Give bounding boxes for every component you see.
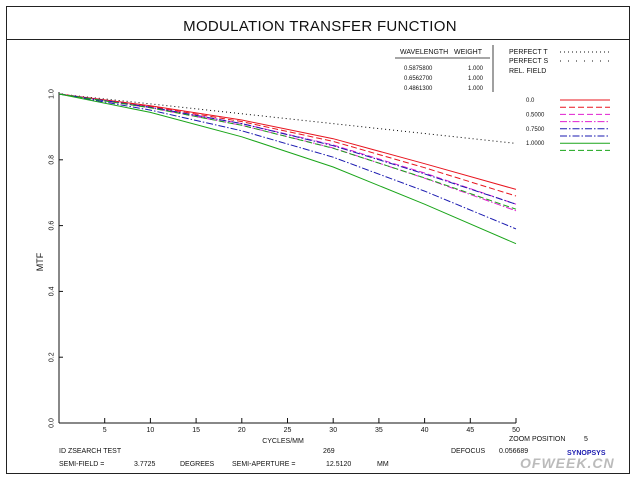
degrees-label: DEGREES — [180, 461, 215, 468]
y-tick-label-0.8: 0.8 — [49, 155, 56, 165]
search-label: ID ZSEARCH TEST — [59, 448, 122, 455]
mtf-curve-0-5000-s — [58, 93, 517, 205]
perfect-legend-label-1: PERFECT S — [509, 58, 548, 65]
semi-field-label: SEMI-FIELD = — [59, 461, 105, 468]
weight-value-2: 1.000 — [468, 86, 484, 92]
defocus-value: 0.056689 — [499, 448, 529, 455]
rel-field-label-4: 0.7500 — [526, 127, 545, 133]
rel-field-label-0: 0.0 — [526, 98, 535, 104]
mtf-curve-0-7500-t — [58, 93, 517, 230]
wavelength-value-2: 0.4861300 — [404, 86, 433, 92]
watermark: OFWEEK.CN — [520, 455, 615, 471]
x-axis-label: CYCLES/MM — [262, 438, 304, 445]
mtf-curve-0-7500-s — [58, 93, 517, 205]
mtf-curve-0-0-s — [58, 93, 517, 197]
mm-label: MM — [377, 461, 389, 468]
rel-field-label-2: 0.5000 — [526, 112, 545, 118]
y-tick-label-0.4: 0.4 — [49, 286, 56, 296]
wavelength-header: WAVELENGTH — [400, 49, 448, 56]
zoom-position-value: 5 — [584, 436, 588, 443]
rel-field-header: REL. FIELD — [509, 68, 546, 75]
semi-aperture-label: SEMI-APERTURE = — [232, 461, 296, 468]
weight-value-1: 1.000 — [468, 76, 484, 82]
legend: WAVELENGTH WEIGHT 0.5875800 1.000 0.6562700 1… — [395, 45, 612, 151]
y-tick-label-0.2: 0.2 — [49, 352, 56, 362]
perfect-legend-label-0: PERFECT T — [509, 49, 548, 56]
weight-header: WEIGHT — [454, 49, 483, 56]
y-tick-label-0.6: 0.6 — [49, 221, 56, 231]
rel-field-label-6: 1.0000 — [526, 141, 545, 147]
search-value: 269 — [323, 448, 335, 455]
wavelength-value-0: 0.5875800 — [404, 66, 433, 72]
weight-value-0: 1.000 — [468, 66, 484, 72]
title-divider — [7, 39, 629, 40]
x-tick-label-20: 20 — [238, 427, 246, 434]
x-tick-label-15: 15 — [192, 427, 200, 434]
x-tick-label-30: 30 — [329, 427, 337, 434]
y-tick-label-0.0: 0.0 — [49, 418, 56, 428]
mtf-curve-1-0000-s — [58, 93, 517, 210]
x-tick-label-45: 45 — [466, 427, 474, 434]
y-axis-label: MTF — [35, 252, 45, 271]
x-tick-label-10: 10 — [147, 427, 155, 434]
mtf-curve-1-0000-t — [58, 93, 517, 245]
chart-title: MODULATION TRANSFER FUNCTION — [183, 18, 457, 35]
semi-field-value: 3.7725 — [134, 461, 156, 468]
brand-logo: SYNOPSYS — [567, 450, 606, 457]
plot-frame — [6, 6, 630, 474]
mtf-curve-0-0-t — [58, 93, 517, 190]
mtf-curve-perfect — [58, 93, 517, 144]
x-tick-label-40: 40 — [421, 427, 429, 434]
zoom-position-label: ZOOM POSITION — [509, 436, 566, 443]
x-tick-label-5: 5 — [103, 427, 107, 434]
mtf-curves — [58, 93, 517, 245]
x-tick-label-35: 35 — [375, 427, 383, 434]
defocus-label: DEFOCUS — [451, 448, 486, 455]
x-tick-label-25: 25 — [284, 427, 292, 434]
wavelength-value-1: 0.6562700 — [404, 76, 433, 82]
semi-aperture-value: 12.5120 — [326, 461, 352, 468]
axes: 5 10 15 20 25 30 35 40 45 50 0.0 0.2 0.4 0.6 0.8 1.0 — [49, 89, 520, 434]
y-tick-label-1.0: 1.0 — [49, 89, 56, 99]
x-tick-label-50: 50 — [512, 427, 520, 434]
